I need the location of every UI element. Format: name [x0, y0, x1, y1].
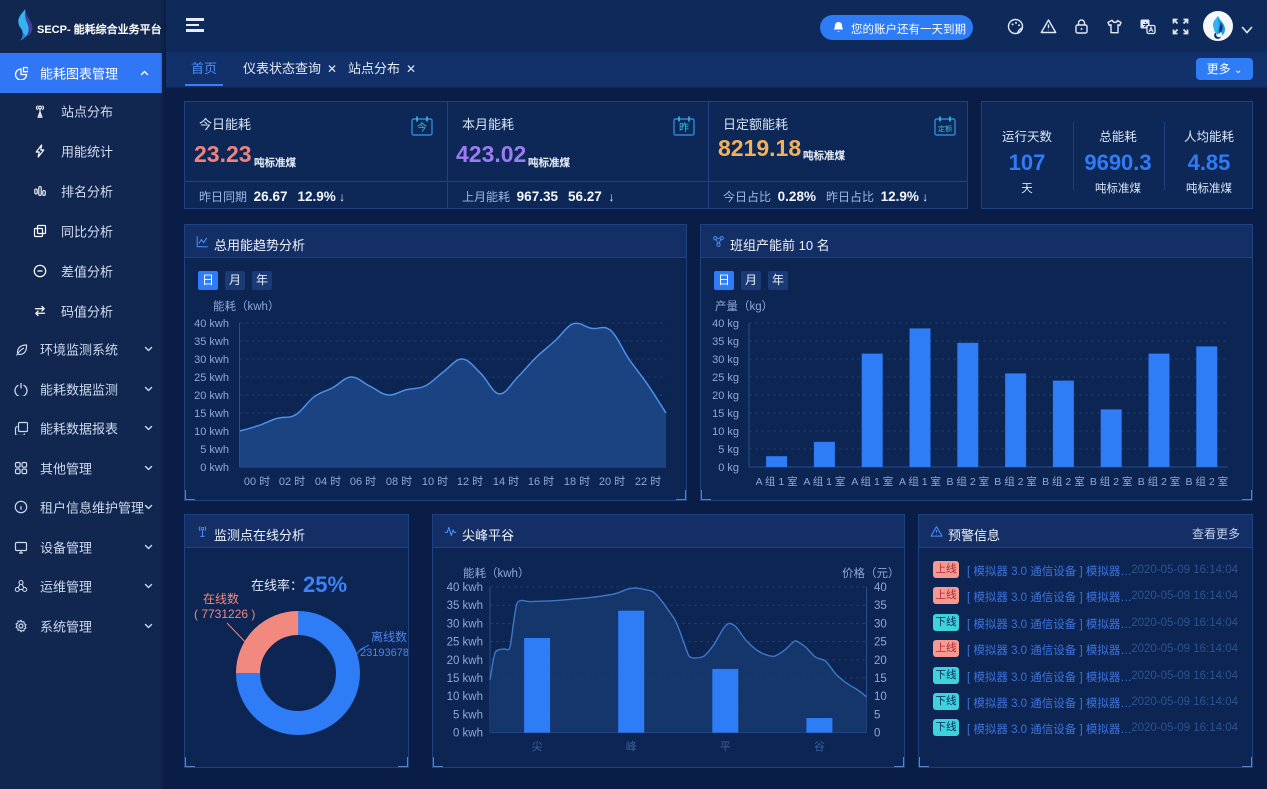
svg-text:40 kwh: 40 kwh: [447, 582, 483, 594]
svg-text:30: 30: [874, 618, 887, 630]
svg-text:B 组 2 室: B 组 2 室: [994, 475, 1037, 488]
svg-text:18 时: 18 时: [564, 475, 590, 488]
svg-text:5 kwh: 5 kwh: [453, 709, 483, 721]
svg-text:25: 25: [874, 637, 887, 649]
svg-text:25 kwh: 25 kwh: [447, 637, 483, 649]
svg-text:5 kwh: 5 kwh: [200, 444, 229, 456]
svg-text:10 kg: 10 kg: [712, 426, 739, 438]
svg-text:25 kg: 25 kg: [712, 372, 739, 384]
svg-text:10 时: 10 时: [422, 475, 448, 488]
svg-text:04 时: 04 时: [315, 475, 341, 488]
svg-text:B 组 2 室: B 组 2 室: [1090, 475, 1133, 488]
svg-text:价格（元）: 价格（元）: [842, 566, 900, 580]
svg-text:40 kg: 40 kg: [712, 318, 739, 330]
svg-text:25 kwh: 25 kwh: [194, 372, 229, 384]
svg-text:16 时: 16 时: [528, 475, 554, 488]
svg-text:12 时: 12 时: [457, 475, 483, 488]
svg-text:35 kg: 35 kg: [712, 336, 739, 348]
svg-text:10: 10: [874, 691, 887, 703]
svg-text:5: 5: [874, 709, 880, 721]
svg-text:0 kwh: 0 kwh: [200, 462, 229, 474]
svg-text:定额: 定额: [938, 124, 952, 133]
svg-text:15 kg: 15 kg: [712, 408, 739, 420]
svg-text:B 组 2 室: B 组 2 室: [1185, 475, 1228, 488]
svg-text:B 组 2 室: B 组 2 室: [1042, 475, 1085, 488]
svg-text:5 kg: 5 kg: [718, 444, 739, 456]
svg-text:产量（kg）: 产量（kg）: [715, 299, 773, 313]
svg-text:0 kwh: 0 kwh: [453, 728, 483, 740]
svg-text:20: 20: [874, 655, 887, 667]
svg-text:20 kwh: 20 kwh: [447, 655, 483, 667]
svg-text:20 时: 20 时: [599, 475, 625, 488]
svg-text:昨: 昨: [679, 122, 689, 134]
svg-text:06 时: 06 时: [350, 475, 376, 488]
svg-text:今: 今: [417, 121, 427, 134]
svg-text:30 kwh: 30 kwh: [447, 618, 483, 630]
svg-text:02 时: 02 时: [279, 475, 305, 488]
svg-text:平: 平: [720, 741, 731, 753]
svg-text:B 组 2 室: B 组 2 室: [1138, 475, 1181, 488]
svg-text:在线数: 在线数: [203, 591, 239, 606]
svg-text:20 kwh: 20 kwh: [194, 390, 229, 402]
svg-text:B 组 2 室: B 组 2 室: [946, 475, 989, 488]
svg-text:0: 0: [874, 728, 880, 740]
svg-text:22 时: 22 时: [635, 475, 661, 488]
svg-text:23193678: 23193678: [360, 647, 408, 659]
svg-text:14 时: 14 时: [493, 475, 519, 488]
svg-text:峰: 峰: [626, 740, 637, 753]
svg-text:35 kwh: 35 kwh: [447, 600, 483, 612]
svg-text:30 kg: 30 kg: [712, 354, 739, 366]
svg-text:35: 35: [874, 600, 887, 612]
svg-text:40 kwh: 40 kwh: [194, 318, 229, 330]
svg-text:30 kwh: 30 kwh: [194, 354, 229, 366]
svg-text:A 组 1 室: A 组 1 室: [851, 475, 893, 488]
svg-text:08 时: 08 时: [386, 475, 412, 488]
svg-text:00 时: 00 时: [244, 475, 270, 488]
svg-text:15 kwh: 15 kwh: [194, 408, 229, 420]
svg-text:15: 15: [874, 673, 887, 685]
svg-text:能耗（kwh）: 能耗（kwh）: [463, 566, 529, 580]
svg-text:40: 40: [874, 582, 887, 594]
svg-text:A 组 1 室: A 组 1 室: [803, 475, 845, 488]
svg-text:( 7731226 ): ( 7731226 ): [194, 607, 255, 621]
svg-text:20 kg: 20 kg: [712, 390, 739, 402]
svg-text:A 组 1 室: A 组 1 室: [756, 475, 798, 488]
svg-text:离线数: 离线数: [371, 629, 407, 644]
svg-text:10 kwh: 10 kwh: [447, 691, 483, 703]
svg-text:谷: 谷: [814, 740, 825, 753]
svg-text:10 kwh: 10 kwh: [194, 426, 229, 438]
svg-text:能耗（kwh）: 能耗（kwh）: [213, 299, 279, 313]
svg-text:35 kwh: 35 kwh: [194, 336, 229, 348]
svg-text:0 kg: 0 kg: [718, 462, 739, 474]
svg-text:A 组 1 室: A 组 1 室: [899, 475, 941, 488]
svg-text:15 kwh: 15 kwh: [447, 673, 483, 685]
svg-text:尖: 尖: [532, 740, 543, 753]
